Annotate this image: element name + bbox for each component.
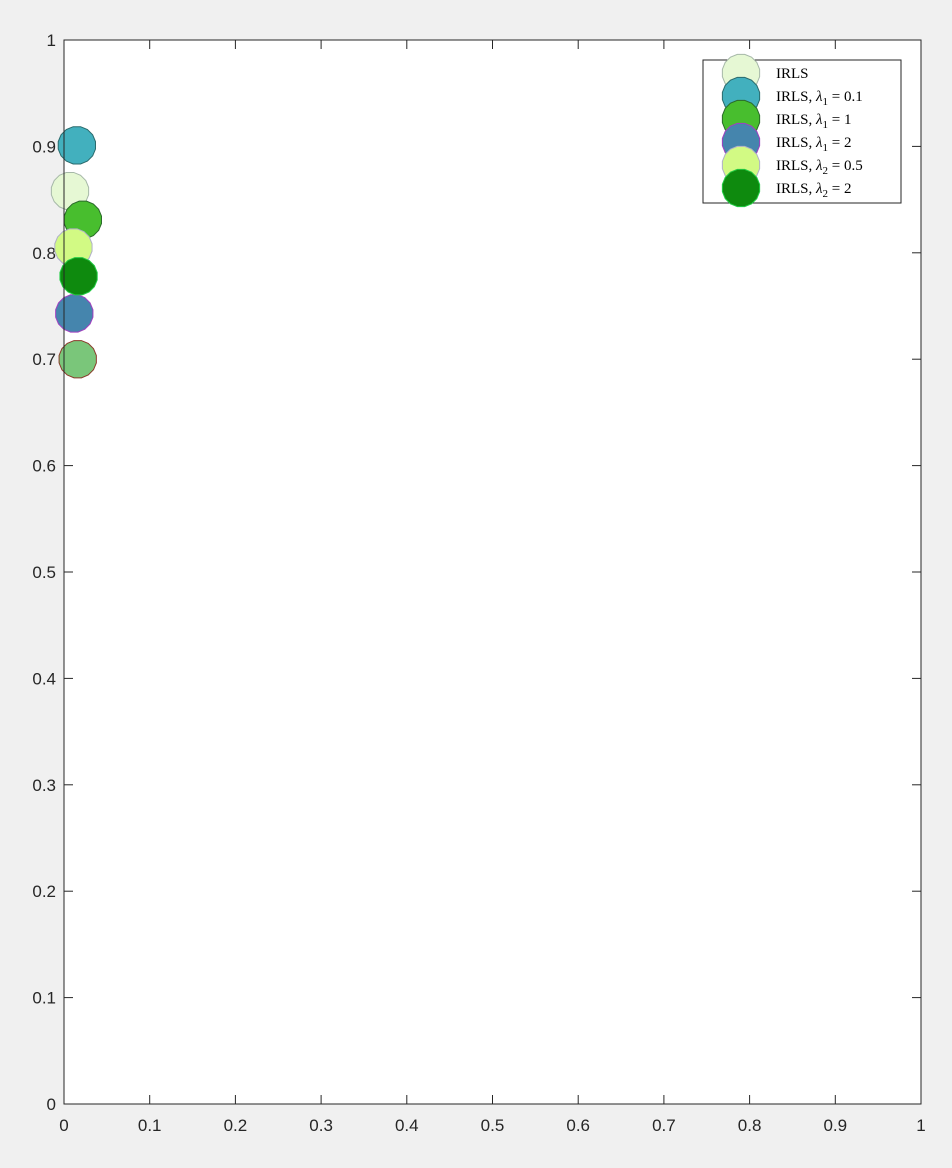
- x-tick-label: 0.3: [309, 1116, 333, 1135]
- scatter-point-series-6: [58, 340, 97, 379]
- x-tick-label: 0.1: [138, 1116, 162, 1135]
- y-tick-label: 0: [47, 1095, 56, 1114]
- y-tick-label: 0.4: [32, 669, 56, 688]
- legend-label: IRLS, λ1 = 1: [776, 112, 851, 131]
- y-tick-label: 0.1: [32, 989, 56, 1008]
- legend-label: IRLS, λ2 = 2: [776, 181, 851, 200]
- scatter-point-series-3: [55, 294, 94, 333]
- y-tick-label: 0.6: [32, 457, 56, 476]
- markers-layer: [50, 126, 102, 379]
- y-tick-label: 0.2: [32, 882, 56, 901]
- y-tick-label: 0.5: [32, 563, 56, 582]
- x-tick-label: 0.9: [823, 1116, 847, 1135]
- y-tick-label: 0.7: [32, 350, 56, 369]
- x-tick-label: 1: [916, 1116, 925, 1135]
- y-tick-label: 0.9: [32, 137, 56, 156]
- x-tick-label: 0.4: [395, 1116, 419, 1135]
- x-tick-label: 0.6: [566, 1116, 590, 1135]
- x-tick-label: 0.8: [738, 1116, 762, 1135]
- x-tick-label: 0: [59, 1116, 68, 1135]
- legend-label: IRLS, λ1 = 2: [776, 135, 851, 154]
- legend-label: IRLS, λ2 = 0.5: [776, 158, 863, 177]
- x-tick-label: 0.7: [652, 1116, 676, 1135]
- scatter-point-series-5: [59, 257, 98, 296]
- legend-label: IRLS: [776, 66, 809, 82]
- scatter-point-series-1: [57, 126, 96, 165]
- legend-entries: IRLS IRLS, λ1 = 0.1 IRLS, λ1 = 1 IRLS, λ1 =…: [721, 53, 863, 208]
- legend-label: IRLS, λ1 = 0.1: [776, 89, 863, 108]
- legend-marker: [721, 168, 761, 208]
- ticks-layer: 0 0.1 0.2 0.3 0.4 0.5 0.6 0.7 0.8 0.9 1 0 0.1 0.2 0.3 0…: [32, 31, 925, 1135]
- y-tick-label: 1: [47, 31, 56, 50]
- axes-background: [64, 40, 921, 1104]
- x-tick-label: 0.2: [224, 1116, 248, 1135]
- x-tick-label: 0.5: [481, 1116, 505, 1135]
- axes-box: [63, 39, 922, 1105]
- y-tick-label: 0.8: [32, 244, 56, 263]
- y-tick-label: 0.3: [32, 776, 56, 795]
- legend: IRLS IRLS, λ1 = 0.1 IRLS, λ1 = 1 IRLS, λ1 =…: [702, 53, 902, 208]
